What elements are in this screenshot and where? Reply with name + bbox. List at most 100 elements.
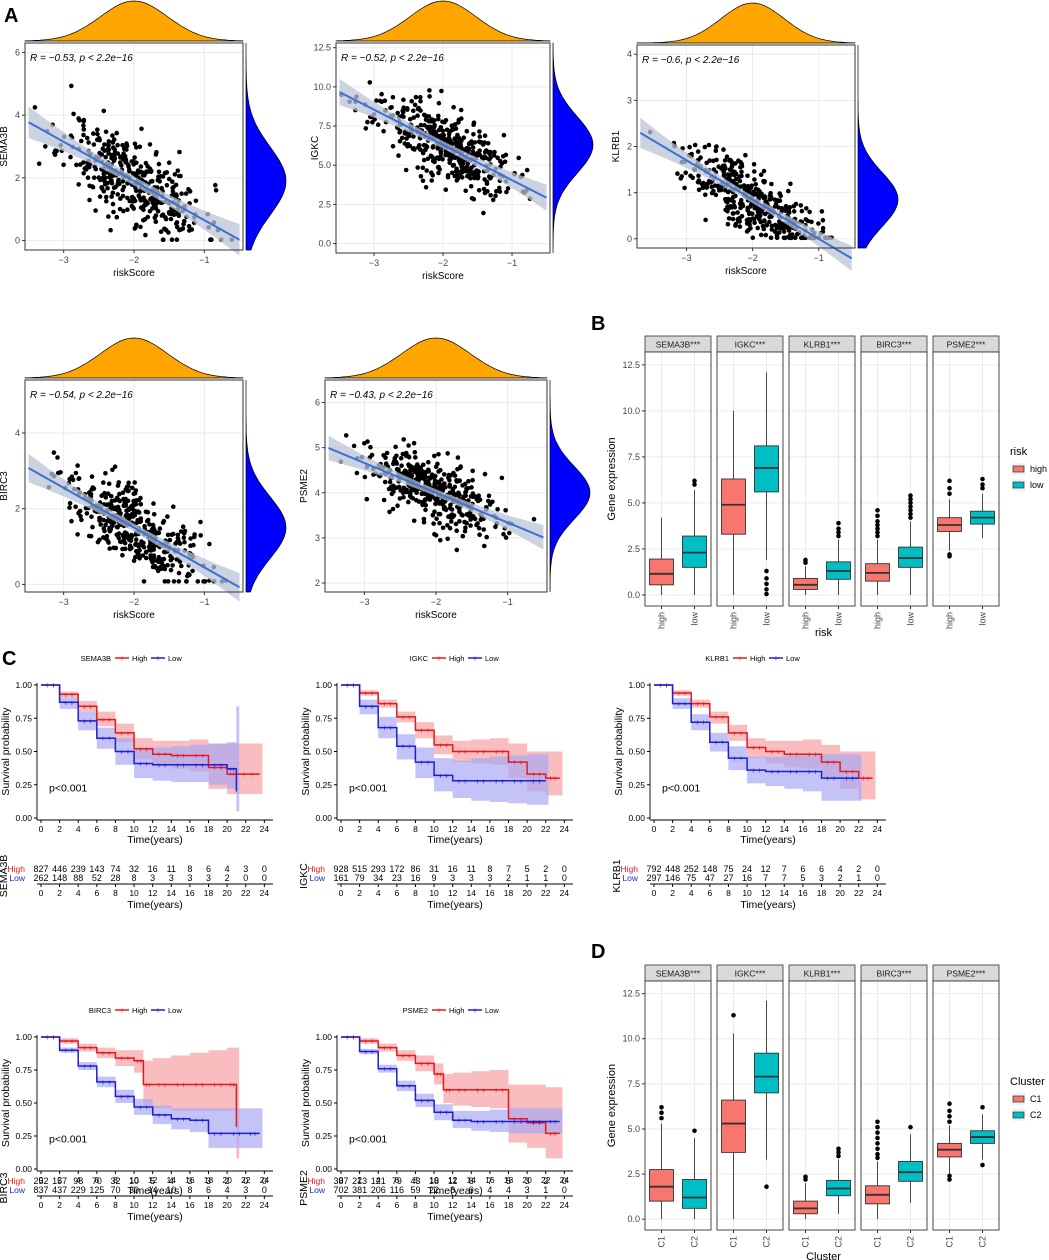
- scatter-point: [377, 98, 383, 104]
- risk-x-tick-label: 20: [522, 888, 532, 898]
- km-ci-band-high: [341, 1037, 563, 1159]
- scatter-point: [788, 181, 793, 187]
- scatter-point: [435, 461, 440, 467]
- km-censor-mark: +: [138, 1057, 143, 1066]
- x-tick-label: 8: [113, 824, 118, 834]
- box-outlier: [947, 478, 952, 484]
- km-censor-mark: +: [194, 761, 199, 770]
- scatter-point: [418, 99, 423, 104]
- y-tick-label: 3: [315, 533, 320, 543]
- km-censor-mark: +: [739, 754, 744, 763]
- box-outlier: [908, 1124, 913, 1130]
- scatter-point: [140, 172, 146, 178]
- scatter-point: [762, 211, 768, 217]
- scatter-point: [365, 119, 370, 125]
- scatter-point: [369, 452, 375, 458]
- scatter-point: [758, 232, 764, 238]
- scatter-point: [105, 538, 110, 543]
- km-censor-mark: +: [147, 1081, 152, 1090]
- scatter-point: [460, 533, 466, 539]
- y-tick-label: 0.75: [15, 713, 32, 723]
- legend-key: [1012, 465, 1025, 473]
- panel-label-c: C: [2, 648, 16, 670]
- risk-count-low: 3: [487, 873, 492, 883]
- risk-x-tick-label: 12: [761, 888, 771, 898]
- scatter-point: [383, 461, 389, 466]
- scatter-point: [449, 519, 454, 524]
- y-tick-label: 1.00: [15, 1032, 32, 1042]
- x-tick-label: 12: [148, 1175, 158, 1185]
- facet-label: BIRC3***: [877, 969, 913, 979]
- scatter-point: [117, 491, 122, 497]
- scatter-point: [351, 443, 357, 449]
- risk-count-low: 297: [646, 873, 661, 883]
- scatter-point: [123, 159, 128, 164]
- scatter-point: [750, 235, 756, 241]
- scatter-point: [722, 158, 728, 163]
- y-tick-label: 7.5: [627, 1079, 640, 1089]
- scatter-point: [151, 529, 156, 534]
- scatter-point: [423, 507, 428, 513]
- scatter-point: [478, 140, 483, 145]
- scatter-point: [448, 473, 454, 478]
- km-censor-mark: +: [250, 770, 255, 779]
- scatter-point: [488, 193, 493, 198]
- km-censor-mark: +: [382, 1044, 387, 1053]
- scatter-point: [399, 463, 404, 469]
- box-outlier: [836, 520, 841, 526]
- scatter-point: [86, 533, 92, 539]
- y-density-curve: [549, 380, 591, 593]
- scatter-point: [436, 113, 441, 119]
- scatter-point: [767, 219, 772, 225]
- scatter-point: [134, 145, 139, 150]
- scatter-point: [125, 498, 131, 504]
- x-tick-label: 24: [560, 1175, 570, 1185]
- scatter-point: [169, 237, 175, 242]
- scatter-point: [132, 480, 137, 485]
- km-censor-mark: +: [212, 1081, 217, 1090]
- scatter-point: [115, 192, 120, 197]
- x-tick-label: 0: [339, 824, 344, 834]
- risk-count-high: 11: [467, 864, 476, 874]
- km-censor-mark: +: [107, 1049, 112, 1058]
- km-censor-mark: +: [732, 729, 737, 738]
- scatter-point: [476, 493, 482, 499]
- y-tick-label: 4: [627, 49, 632, 59]
- x-tick-label: 18: [204, 1175, 214, 1185]
- scatter-point: [471, 132, 476, 137]
- scatter-point: [167, 211, 172, 216]
- scatter-point: [432, 531, 437, 537]
- scatter-point: [76, 476, 81, 482]
- risk-count-high: 31: [429, 864, 439, 874]
- scatter-point: [170, 179, 175, 184]
- scatter-point: [463, 490, 468, 495]
- scatter-point: [470, 145, 476, 150]
- km-censor-mark: +: [500, 1086, 505, 1095]
- scatter-point: [438, 538, 443, 543]
- risk-count-low: 3: [243, 1185, 248, 1195]
- scatter-point: [151, 553, 157, 558]
- km-censor-mark: +: [370, 1037, 375, 1046]
- y-tick-label: 0.25: [315, 780, 332, 790]
- scatter-point: [91, 131, 96, 136]
- risk-table-label-low: Low: [309, 873, 325, 883]
- km-censor-mark: +: [519, 1115, 524, 1124]
- scatter-point: [93, 166, 99, 172]
- risk-x-tick-label: 24: [560, 888, 570, 898]
- risk-count-low: 1: [543, 1185, 548, 1195]
- scatter-point: [404, 136, 409, 141]
- scatter-point: [706, 178, 712, 184]
- km-censor-mark: +: [228, 1081, 233, 1090]
- box-outlier: [875, 1146, 880, 1152]
- scatter-point: [682, 185, 687, 191]
- scatter-point: [711, 188, 716, 194]
- y-axis-label: SEMA3B: [0, 126, 10, 167]
- box-outlier: [908, 504, 913, 509]
- scatter-point: [134, 498, 139, 503]
- km-curve-high: [41, 684, 260, 775]
- km-censor-mark: +: [426, 1059, 431, 1068]
- risk-count-low: 88: [73, 873, 83, 883]
- risk-count-high: 2: [225, 1176, 230, 1186]
- x-tick-label: 16: [485, 1175, 495, 1185]
